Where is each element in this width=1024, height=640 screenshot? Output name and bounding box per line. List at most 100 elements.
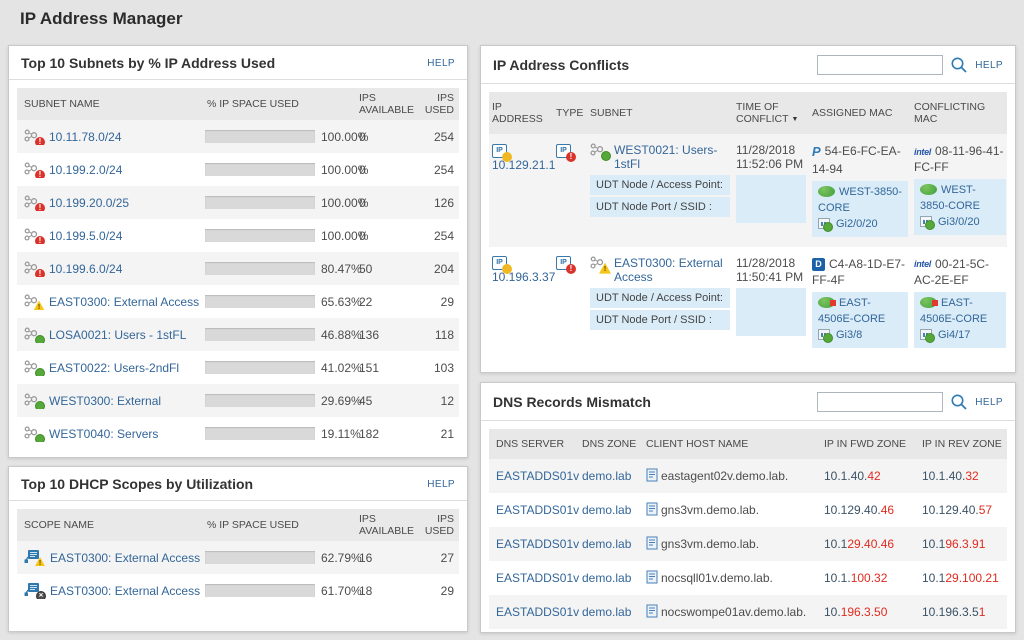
ips-available: 0 — [357, 163, 419, 177]
ips-available: 16 — [357, 551, 419, 565]
ip-fwd-zone: 10.1.100.32 — [821, 571, 919, 585]
ips-used: 27 — [419, 551, 461, 565]
ips-used: 126 — [419, 196, 461, 210]
dns-row: EASTADDS01v demo.lab nocswompe01av.demo.… — [489, 595, 1007, 629]
type-status-badge — [566, 264, 576, 274]
port-link[interactable]: Gi3/8 — [836, 329, 862, 341]
usage-bar — [205, 295, 315, 308]
assigned-mac: C4-A8-1D-E7-FF-4F — [812, 257, 905, 287]
col-type[interactable]: TYPE — [553, 103, 587, 123]
port-link[interactable]: Gi2/0/20 — [836, 218, 878, 230]
dns-zone-link[interactable]: demo.lab — [582, 503, 631, 517]
col-dns-server[interactable]: DNS SERVER — [489, 438, 579, 450]
vendor-logo-icon: P — [812, 143, 821, 161]
search-input[interactable] — [817, 392, 943, 412]
subnets-table-header: SUBNET NAME % IP SPACE USED IPS AVAILABL… — [17, 88, 459, 120]
subnet-link[interactable]: 10.199.5.0/24 — [49, 229, 122, 243]
dns-server-link[interactable]: EASTADDS01v — [496, 503, 579, 517]
panel-title: Top 10 DHCP Scopes by Utilization — [21, 476, 253, 492]
col-ip-rev[interactable]: IP IN REV ZONE — [919, 438, 1009, 450]
dns-zone-link[interactable]: demo.lab — [582, 537, 631, 551]
ips-available: 22 — [357, 295, 419, 309]
col-ips-available[interactable]: IPS AVAILABLE — [357, 89, 419, 119]
dns-zone-link[interactable]: demo.lab — [582, 605, 631, 619]
subnet-icon — [590, 256, 609, 272]
conflict-subnet-link[interactable]: WEST0021: Users-1stFl — [614, 143, 730, 171]
col-assigned-mac[interactable]: ASSIGNED MAC — [809, 103, 911, 123]
subnet-link[interactable]: WEST0300: External — [49, 394, 161, 408]
col-pct-used[interactable]: % IP SPACE USED — [205, 95, 357, 113]
subnet-link[interactable]: LOSA0021: Users - 1stFL — [49, 328, 186, 342]
conflict-ip-link[interactable]: 10.196.3.37 — [492, 270, 555, 284]
panel-title: Top 10 Subnets by % IP Address Used — [21, 55, 275, 71]
col-ips-used[interactable]: IPS USED — [419, 510, 461, 540]
udt-node-label: UDT Node / Access Point: — [590, 288, 730, 308]
dns-record-icon — [646, 536, 659, 553]
usage-bar — [205, 427, 315, 440]
scope-link[interactable]: EAST0300: External Access — [50, 551, 200, 565]
search-icon[interactable] — [950, 56, 968, 74]
ip-fwd-zone: 10.129.40.46 — [821, 503, 919, 517]
dns-server-link[interactable]: EASTADDS01v — [496, 571, 579, 585]
col-ips-used[interactable]: IPS USED — [419, 89, 461, 119]
udt-port-label: UDT Node Port / SSID : — [590, 197, 730, 217]
col-subnet[interactable]: SUBNET — [587, 103, 733, 123]
dns-record-icon — [646, 604, 659, 621]
ip-rev-zone: 10.129.40.57 — [919, 503, 1009, 517]
usage-bar — [205, 262, 315, 275]
help-link[interactable]: HELP — [427, 479, 455, 490]
subnet-link[interactable]: 10.11.78.0/24 — [49, 130, 122, 144]
help-link[interactable]: HELP — [427, 58, 455, 69]
conflict-row: IP 10.129.21.1 IP WEST0021: Users-1stFl … — [489, 134, 1007, 247]
status-badge — [35, 269, 45, 277]
subnet-link[interactable]: 10.199.20.0/25 — [49, 196, 129, 210]
status-badge — [35, 335, 45, 343]
subnet-link[interactable]: WEST0040: Servers — [49, 427, 158, 441]
col-time-of-conflict[interactable]: TIME OF CONFLICT — [733, 97, 809, 129]
ips-available: 0 — [357, 229, 419, 243]
udt-time-box — [736, 175, 806, 223]
node-status-icon — [818, 186, 835, 197]
ips-used: 29 — [419, 584, 461, 598]
ips-available: 182 — [357, 427, 419, 441]
search-input[interactable] — [817, 55, 943, 75]
col-dns-zone[interactable]: DNS ZONE — [579, 438, 643, 450]
dns-zone-link[interactable]: demo.lab — [582, 469, 631, 483]
port-link[interactable]: Gi3/0/20 — [938, 216, 980, 228]
subnet-link[interactable]: 10.199.6.0/24 — [49, 262, 122, 276]
col-ips-available[interactable]: IPS AVAILABLE — [357, 510, 419, 540]
dns-server-link[interactable]: EASTADDS01v — [496, 605, 579, 619]
col-ip-fwd[interactable]: IP IN FWD ZONE — [821, 438, 919, 450]
help-link[interactable]: HELP — [975, 60, 1003, 71]
help-link[interactable]: HELP — [975, 397, 1003, 408]
dns-row: EASTADDS01v demo.lab eastagent02v.demo.l… — [489, 459, 1007, 493]
table-row: LOSA0021: Users - 1stFL 46.88% 136 118 — [17, 318, 459, 351]
port-link[interactable]: Gi4/17 — [938, 329, 970, 341]
col-subnet-name[interactable]: SUBNET NAME — [17, 95, 205, 113]
vendor-logo-icon: intel — [914, 146, 931, 158]
col-client-host[interactable]: CLIENT HOST NAME — [643, 438, 821, 450]
conflict-ip-link[interactable]: 10.129.21.1 — [492, 158, 555, 172]
subnet-link[interactable]: EAST0300: External Access — [49, 295, 199, 309]
scope-link[interactable]: EAST0300: External Access — [50, 584, 200, 598]
dns-server-link[interactable]: EASTADDS01v — [496, 469, 579, 483]
dns-server-link[interactable]: EASTADDS01v — [496, 537, 579, 551]
col-conflicting-mac[interactable]: CONFLICTING MAC — [911, 97, 1009, 129]
usage-pct: 65.63% — [321, 295, 362, 309]
col-scope-name[interactable]: SCOPE NAME — [17, 516, 205, 534]
usage-pct: 46.88% — [321, 328, 362, 342]
dhcp-table-header: SCOPE NAME % IP SPACE USED IPS AVAILABLE… — [17, 509, 459, 541]
ips-used: 29 — [419, 295, 461, 309]
client-host-name: eastagent02v.demo.lab. — [661, 469, 788, 483]
dns-zone-link[interactable]: demo.lab — [582, 571, 631, 585]
panel-dns-mismatch: DNS Records Mismatch HELP DNS SERVER DNS… — [480, 382, 1016, 633]
subnet-link[interactable]: 10.199.2.0/24 — [49, 163, 122, 177]
conflict-time: 11/28/2018 11:52:06 PM — [736, 143, 806, 171]
ips-available: 151 — [357, 361, 419, 375]
col-pct-used[interactable]: % IP SPACE USED — [205, 516, 357, 534]
subnet-link[interactable]: EAST0022: Users-2ndFl — [49, 361, 179, 375]
search-icon[interactable] — [950, 393, 968, 411]
client-host-name: gns3vm.demo.lab. — [661, 503, 759, 517]
conflict-subnet-link[interactable]: EAST0300: External Access — [614, 256, 730, 284]
col-ip-address[interactable]: IP ADDRESS — [489, 97, 553, 129]
